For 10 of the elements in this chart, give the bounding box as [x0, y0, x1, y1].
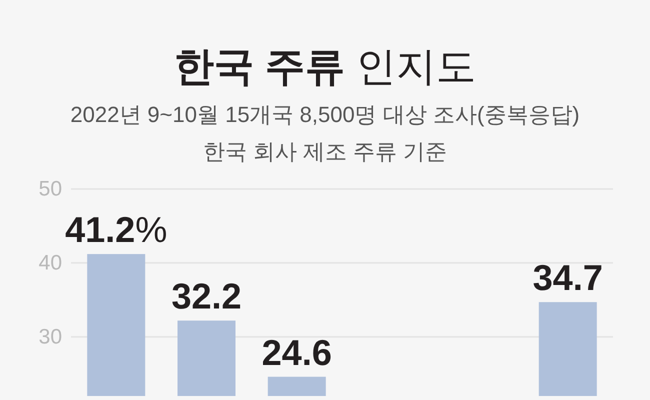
- data-label: 24.6: [262, 332, 332, 373]
- chart-title: 한국 주류 인지도: [174, 45, 476, 89]
- y-tick-label: 50: [38, 178, 62, 200]
- text: 한국 회사 제조 주류 기준: [202, 139, 448, 164]
- data-label: 32.2: [171, 276, 242, 317]
- chart-subtitle: 2022년 9~10월 15개국 8,500명 대상 조사(중복응답): [70, 102, 580, 127]
- data-label: 34.7: [532, 257, 603, 298]
- y-tick-label: 40: [38, 251, 62, 274]
- y-tick-label: 30: [38, 325, 62, 348]
- data-label: 41.2%: [65, 209, 168, 250]
